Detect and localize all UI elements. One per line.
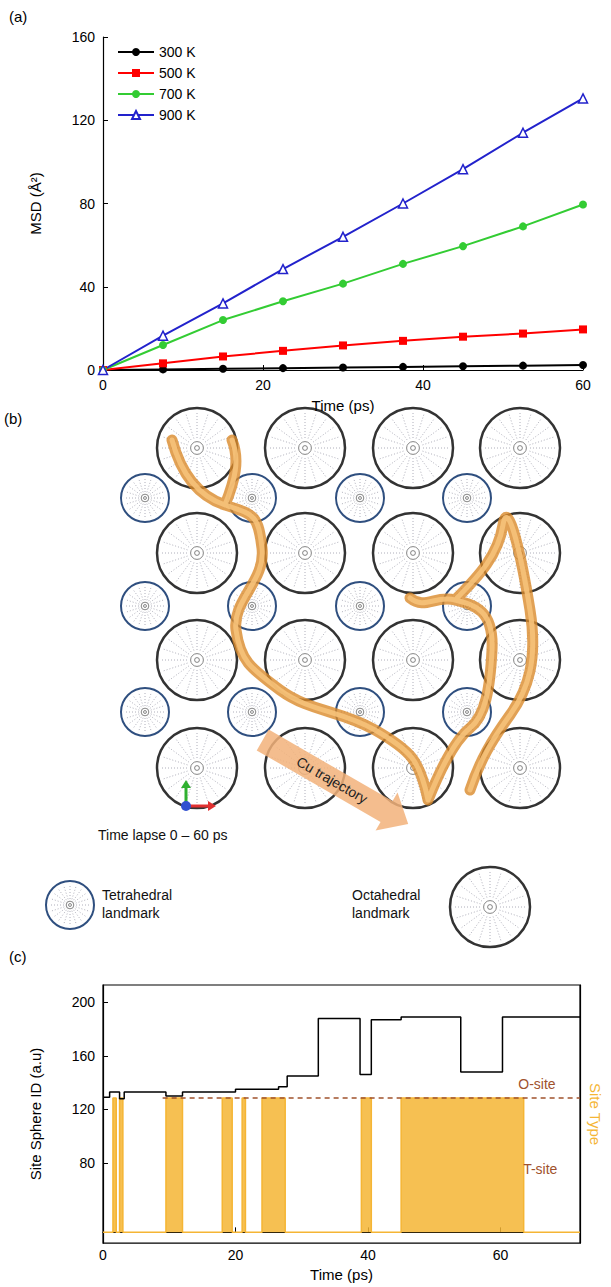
svg-text:500 K: 500 K xyxy=(159,65,196,81)
svg-text:40: 40 xyxy=(360,1247,376,1263)
svg-text:160: 160 xyxy=(72,1048,96,1064)
svg-text:Tetrahedral: Tetrahedral xyxy=(102,887,172,903)
svg-text:900 K: 900 K xyxy=(159,107,196,123)
svg-text:Site Sphere ID (a.u): Site Sphere ID (a.u) xyxy=(27,1048,44,1181)
svg-text:20: 20 xyxy=(255,377,271,393)
svg-text:landmark: landmark xyxy=(352,905,411,921)
svg-text:Time lapse 0 – 60 ps: Time lapse 0 – 60 ps xyxy=(98,827,227,843)
svg-text:(c): (c) xyxy=(9,948,27,965)
svg-text:O-site: O-site xyxy=(518,1076,556,1092)
svg-text:60: 60 xyxy=(493,1247,509,1263)
svg-text:160: 160 xyxy=(72,29,96,45)
svg-text:T-site: T-site xyxy=(523,1161,557,1177)
svg-text:40: 40 xyxy=(79,279,95,295)
svg-text:(b): (b) xyxy=(4,410,22,427)
svg-text:300 K: 300 K xyxy=(159,44,196,60)
svg-text:80: 80 xyxy=(79,1155,95,1171)
svg-text:0: 0 xyxy=(99,377,107,393)
svg-text:60: 60 xyxy=(575,377,591,393)
svg-text:0: 0 xyxy=(87,362,95,378)
svg-text:MSD (Å²): MSD (Å²) xyxy=(27,172,44,235)
svg-text:120: 120 xyxy=(72,112,96,128)
svg-text:20: 20 xyxy=(228,1247,244,1263)
svg-text:200: 200 xyxy=(72,994,96,1010)
svg-text:0: 0 xyxy=(99,1247,107,1263)
svg-text:(a): (a) xyxy=(9,8,27,25)
svg-text:120: 120 xyxy=(72,1101,96,1117)
svg-text:Cu trajectory: Cu trajectory xyxy=(294,753,371,807)
svg-text:40: 40 xyxy=(415,377,431,393)
svg-text:landmark: landmark xyxy=(102,905,161,921)
svg-text:Time (ps): Time (ps) xyxy=(310,1266,373,1283)
svg-text:Octahedral: Octahedral xyxy=(352,887,420,903)
svg-text:Time (ps): Time (ps) xyxy=(312,397,375,414)
svg-text:700 K: 700 K xyxy=(159,86,196,102)
svg-text:80: 80 xyxy=(79,196,95,212)
svg-text:Site Type: Site Type xyxy=(587,1083,604,1145)
